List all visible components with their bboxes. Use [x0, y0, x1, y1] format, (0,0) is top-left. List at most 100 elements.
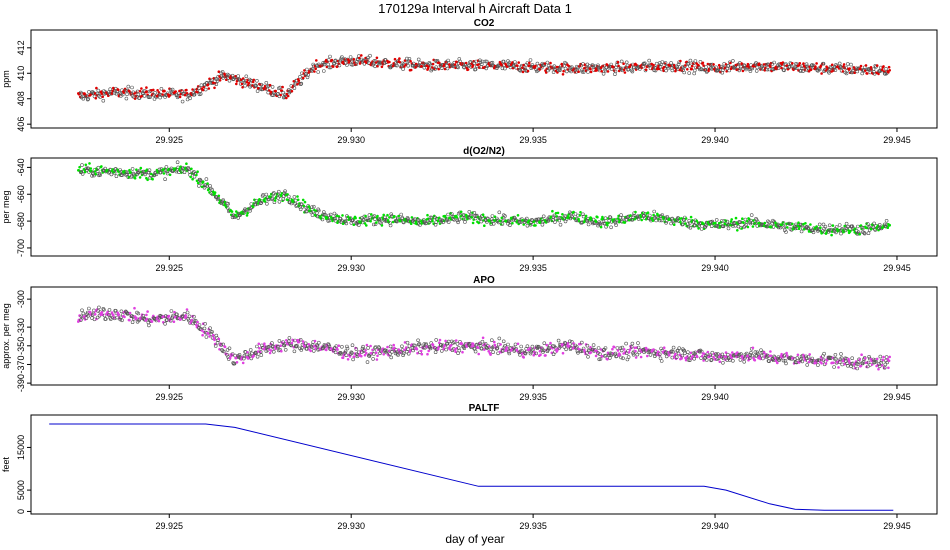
data-point [295, 343, 299, 348]
data-point [669, 61, 673, 65]
data-point [837, 223, 842, 227]
y-axis-label: feet [1, 456, 11, 472]
data-point [751, 225, 755, 228]
data-point [274, 89, 278, 93]
data-point [154, 172, 159, 177]
data-point [416, 351, 419, 355]
data-point [333, 58, 338, 63]
data-point [303, 69, 306, 72]
data-point [120, 173, 124, 177]
data-point [584, 351, 589, 355]
data-point [729, 223, 732, 227]
data-point [529, 218, 534, 222]
data-point [285, 339, 288, 342]
data-point [674, 355, 679, 360]
data-point [448, 216, 452, 219]
data-point [534, 67, 539, 72]
data-point [784, 361, 788, 366]
data-point [513, 60, 517, 64]
data-point [163, 177, 167, 181]
data-point [298, 75, 302, 79]
data-point [223, 345, 227, 349]
data-point [235, 356, 238, 360]
data-point [564, 347, 568, 352]
data-point [721, 224, 726, 229]
data-point [343, 219, 348, 223]
data-point [173, 310, 176, 314]
y-tick-label: -390 [16, 374, 26, 392]
data-point [270, 196, 275, 200]
data-point [271, 349, 276, 354]
data-point [185, 88, 188, 92]
data-point [140, 87, 143, 90]
data-point [196, 320, 199, 324]
data-point [672, 64, 676, 67]
data-point [586, 70, 590, 74]
x-tick-label: 29.945 [883, 392, 911, 402]
data-point [702, 222, 705, 226]
data-point [253, 350, 258, 355]
data-point [617, 64, 620, 68]
data-point [840, 362, 845, 367]
data-point [256, 202, 260, 205]
data-point [461, 217, 466, 221]
data-point [832, 361, 835, 365]
data-point [254, 351, 259, 355]
data-point [196, 181, 200, 185]
data-point [230, 73, 235, 78]
data-point [569, 65, 574, 69]
data-point [506, 349, 511, 354]
data-point [89, 167, 93, 170]
data-point [167, 314, 171, 318]
data-point [340, 55, 344, 59]
data-point [795, 356, 800, 360]
data-point [753, 221, 758, 226]
data-point [382, 353, 386, 356]
data-point [136, 311, 141, 316]
data-point [439, 349, 444, 353]
data-point [611, 347, 614, 351]
data-point [191, 177, 194, 181]
data-point [843, 224, 846, 228]
data-point [618, 353, 622, 357]
data-point [456, 65, 460, 70]
data-point [864, 69, 867, 72]
data-point [230, 352, 235, 356]
data-point [652, 209, 657, 214]
data-point [467, 63, 472, 68]
data-point [147, 168, 152, 172]
data-point [363, 353, 367, 357]
data-point [858, 358, 861, 361]
data-point [407, 56, 412, 61]
data-point [786, 354, 789, 357]
data-point [820, 362, 823, 365]
data-point [511, 63, 516, 68]
data-point [579, 342, 582, 346]
data-point [584, 66, 589, 70]
data-point [844, 65, 848, 70]
data-point [338, 59, 342, 64]
data-point [545, 67, 549, 71]
data-point [519, 344, 524, 349]
data-point [353, 355, 356, 359]
data-point [798, 69, 803, 73]
data-point [844, 221, 849, 226]
data-point [826, 230, 831, 234]
data-point [589, 70, 593, 74]
data-point [806, 226, 810, 231]
data-point [513, 342, 518, 347]
data-point [438, 61, 441, 65]
data-point [128, 168, 131, 172]
data-point [444, 339, 447, 343]
data-point [197, 323, 202, 327]
data-point [438, 338, 442, 342]
data-point [866, 231, 871, 235]
data-point [282, 343, 287, 348]
data-point [376, 348, 380, 352]
data-point [652, 213, 655, 217]
data-point [684, 217, 688, 220]
data-point [307, 205, 311, 208]
data-point [213, 344, 218, 348]
data-point [373, 64, 377, 69]
